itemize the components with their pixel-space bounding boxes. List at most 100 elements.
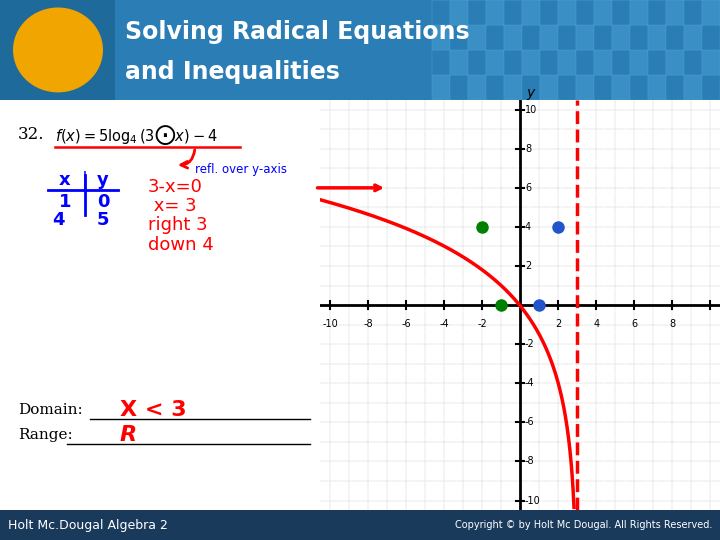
Bar [486,50,504,75]
Bar [666,25,684,50]
Bar [612,0,630,25]
Text: x: x [59,171,71,189]
Bar [612,50,630,75]
Bar [648,50,666,75]
Bar [702,0,720,25]
Text: 32.: 32. [18,126,45,144]
Bar [594,75,612,100]
Text: -8: -8 [525,456,534,467]
Text: 8: 8 [670,319,675,329]
Bar [684,50,702,75]
Bar [630,0,648,25]
Text: 2: 2 [525,261,531,271]
Bar [468,75,486,100]
Text: 0: 0 [96,193,109,211]
Bar [486,25,504,50]
Bar [504,75,522,100]
Text: -10: -10 [322,319,338,329]
Text: 4: 4 [52,211,64,229]
Bar [450,75,468,100]
Text: 3-x=0: 3-x=0 [148,178,203,196]
Text: -2: -2 [477,319,487,329]
Text: R: R [120,425,137,445]
Bar [630,50,648,75]
Text: 2: 2 [555,319,562,329]
Bar [522,25,540,50]
Text: right 3: right 3 [148,216,207,234]
Bar [594,50,612,75]
Bar [486,75,504,100]
Bar [432,75,450,100]
Bar [432,0,450,25]
Bar [648,75,666,100]
Text: 4: 4 [593,319,599,329]
FancyArrowPatch shape [181,150,194,168]
Text: -10: -10 [525,496,541,505]
Bar [576,0,594,25]
Ellipse shape [13,8,103,92]
Bar [576,75,594,100]
Text: -6: -6 [401,319,411,329]
Text: 5: 5 [96,211,109,229]
Text: 6: 6 [525,183,531,193]
Bar [522,0,540,25]
Bar [666,0,684,25]
Bar [612,75,630,100]
Bar [486,0,504,25]
Bar [540,50,558,75]
Bar [540,75,558,100]
Text: y: y [97,171,109,189]
Text: $\sqrt{t}$: X= 3: $\sqrt{t}$: X= 3 [490,118,587,146]
Text: x= 3: x= 3 [148,197,197,215]
Bar [558,0,576,25]
Bar [576,25,594,50]
Text: down 4: down 4 [148,236,214,254]
Bar [702,50,720,75]
Text: -4: -4 [525,379,534,388]
Bar [702,75,720,100]
Text: y: y [526,86,534,100]
Text: X < 3: X < 3 [120,400,186,420]
Text: refl. over y-axis: refl. over y-axis [195,164,287,177]
Text: 8: 8 [525,144,531,154]
Text: |: | [82,171,88,189]
Bar [432,25,450,50]
Bar [630,75,648,100]
Bar [558,75,576,100]
Bar [504,0,522,25]
Bar [576,50,594,75]
Bar [684,75,702,100]
Bar [468,25,486,50]
Bar [648,0,666,25]
Bar [684,25,702,50]
Text: 6: 6 [631,319,637,329]
Text: Solving Radical Equations: Solving Radical Equations [125,20,469,44]
Bar [522,75,540,100]
Bar [522,50,540,75]
Bar [0,0,115,100]
Bar [450,50,468,75]
Text: Domain:: Domain: [18,403,83,417]
Bar [648,25,666,50]
Bar [468,50,486,75]
Text: Range:: Range: [18,428,73,442]
Bar [702,25,720,50]
Text: Copyright © by Holt Mc Dougal. All Rights Reserved.: Copyright © by Holt Mc Dougal. All Right… [454,520,712,530]
Bar [594,25,612,50]
Text: and Inequalities: and Inequalities [125,60,340,84]
Bar [558,25,576,50]
Text: -8: -8 [363,319,373,329]
Bar [612,25,630,50]
Bar [630,25,648,50]
Text: -4: -4 [439,319,449,329]
Text: -6: -6 [525,417,534,427]
Bar [450,25,468,50]
Bar [666,75,684,100]
Text: Holt Mc.Dougal Algebra 2: Holt Mc.Dougal Algebra 2 [8,518,168,532]
Text: -2: -2 [525,339,535,349]
Bar [558,50,576,75]
Bar [540,25,558,50]
Text: $f(x) = 5\log_4(3\bigodot x) - 4$: $f(x) = 5\log_4(3\bigodot x) - 4$ [55,123,217,147]
Bar [468,0,486,25]
Bar [504,25,522,50]
